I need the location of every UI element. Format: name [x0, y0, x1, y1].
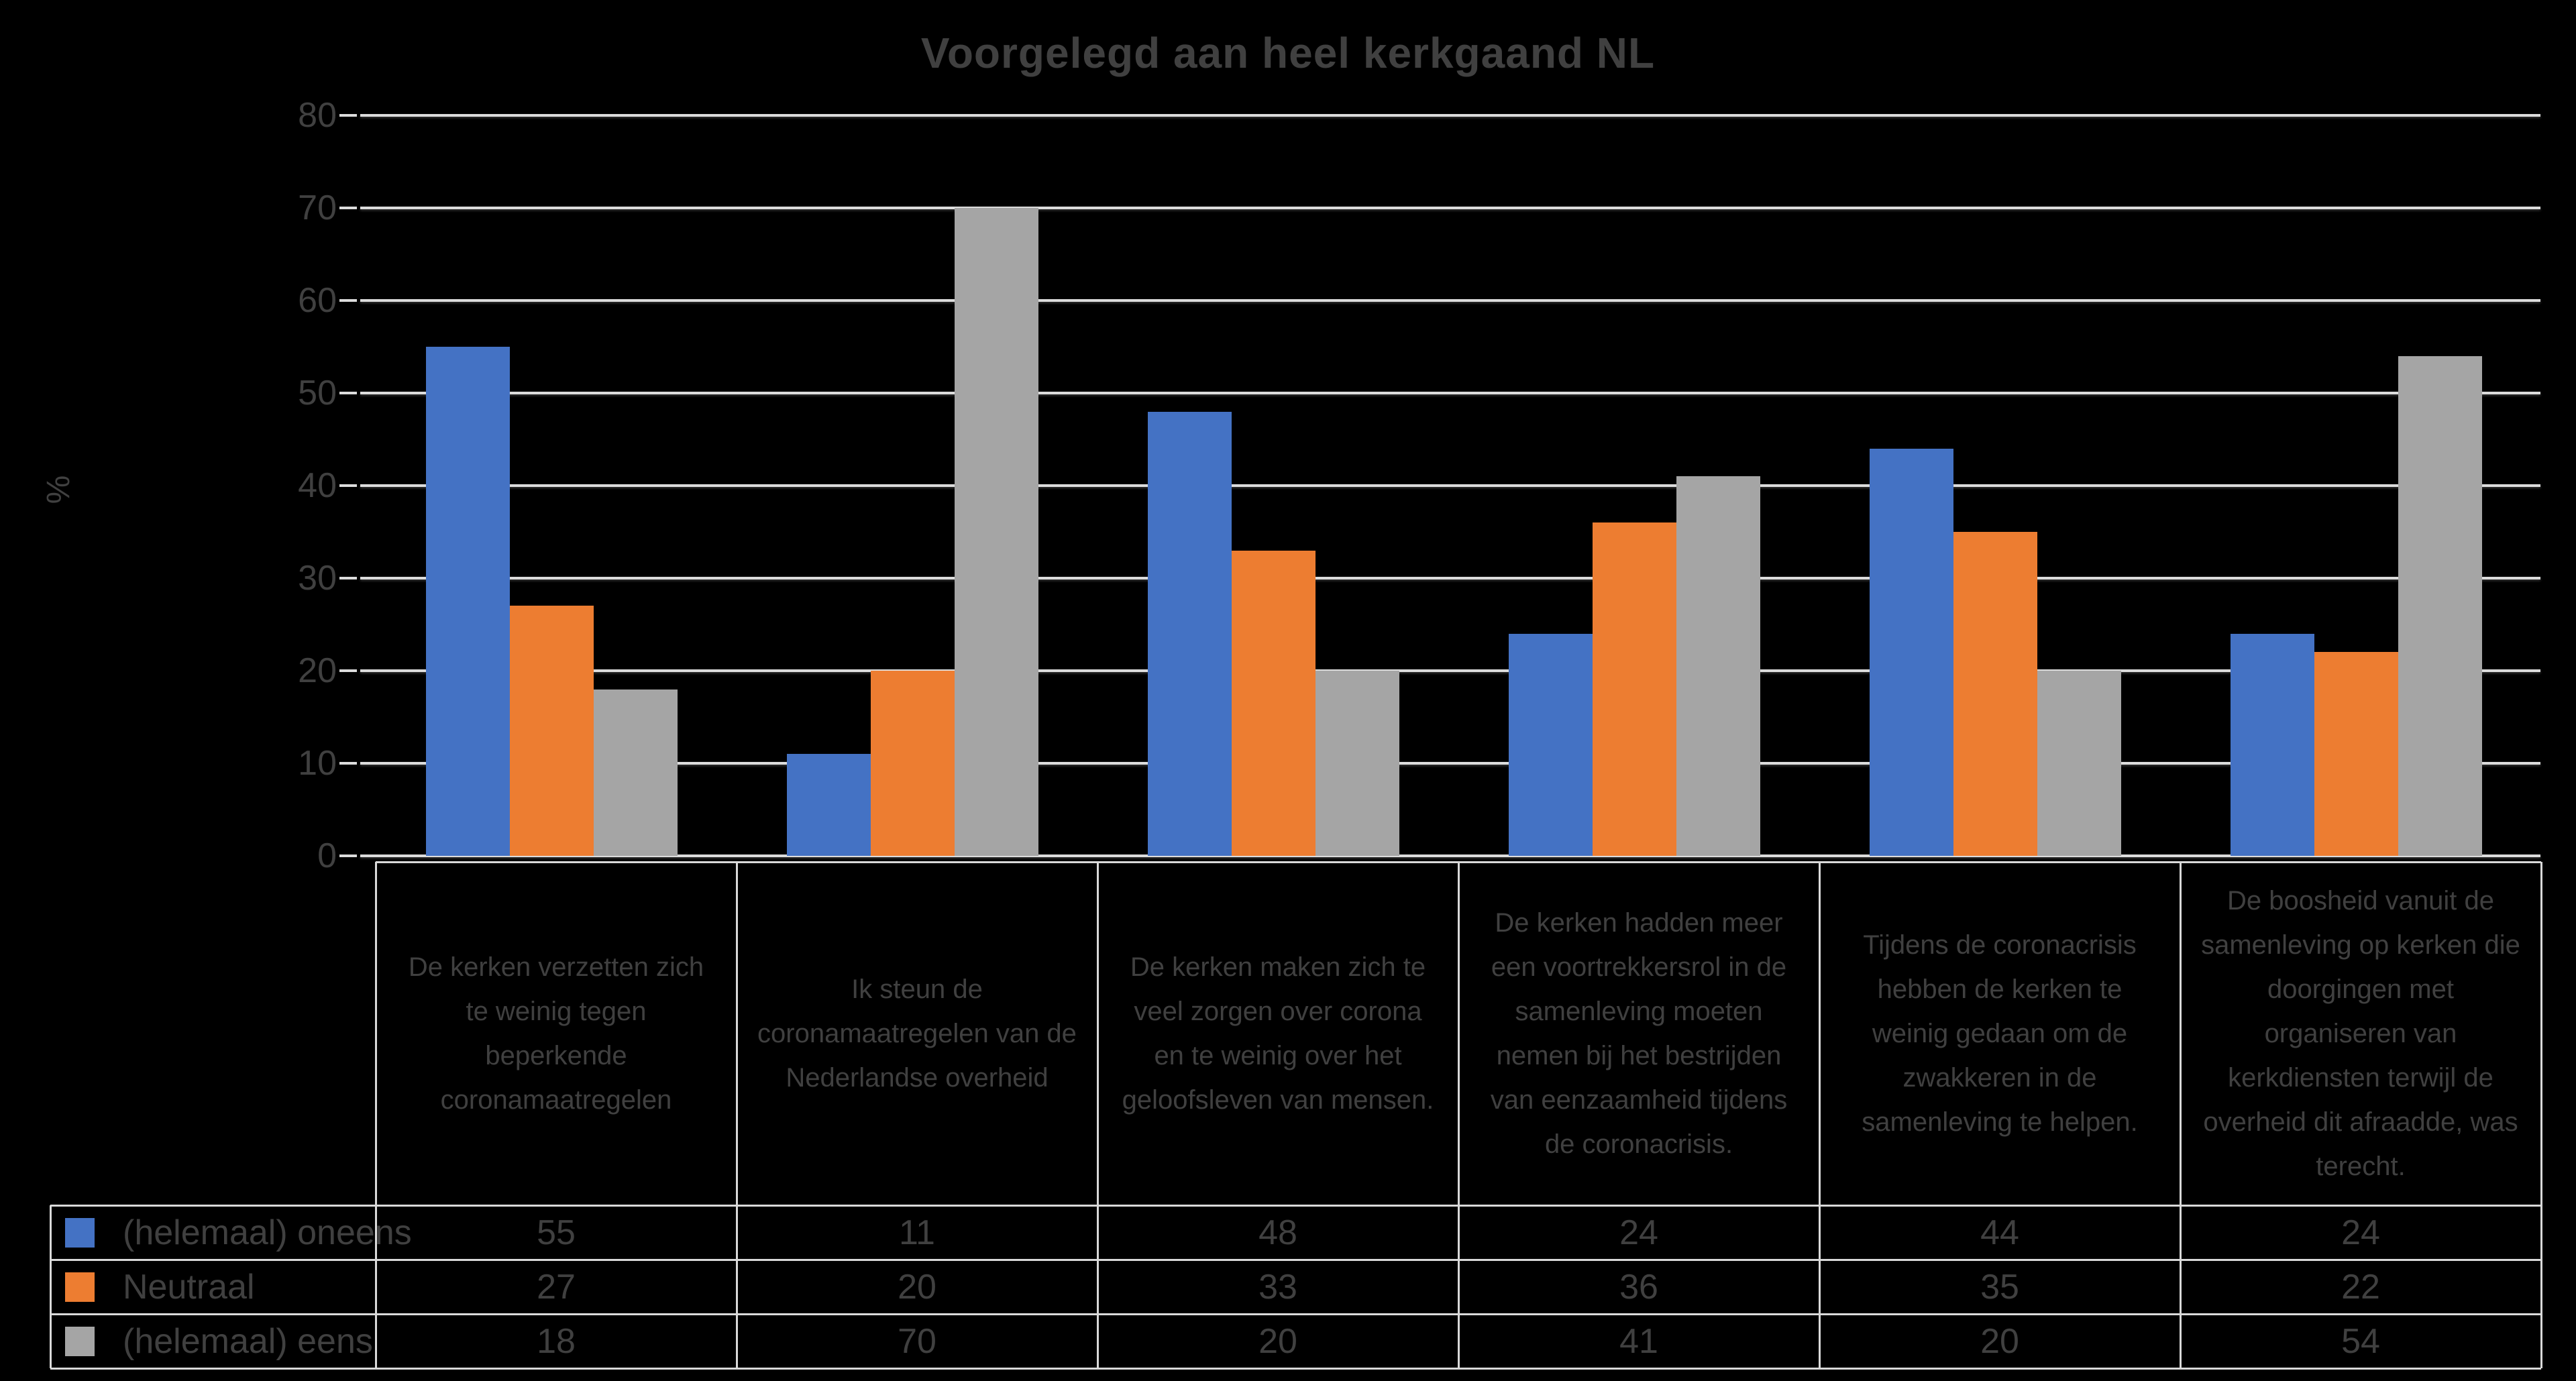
y-axis-tick-label: 80 — [298, 96, 337, 135]
category-label: Tijdens de coronacrisis hebben de kerken… — [1862, 930, 2138, 1137]
bar-series3-cat2 — [955, 208, 1038, 856]
bar-series3-cat4 — [1676, 476, 1760, 856]
table-value-cell: 36 — [1619, 1267, 1658, 1307]
bar-series1-cat6 — [2231, 634, 2314, 856]
gridline — [360, 762, 2540, 765]
bar-series1-cat2 — [787, 754, 871, 856]
y-axis-tick-label: 50 — [298, 374, 337, 412]
table-legend-border — [50, 1205, 52, 1368]
y-axis-tick — [339, 207, 357, 209]
table-column-border — [2540, 862, 2542, 1368]
table-column-border — [1458, 862, 1460, 1368]
bar-series2-cat1 — [510, 606, 594, 856]
table-value-cell: 20 — [898, 1267, 936, 1307]
table-value-cell: 44 — [1980, 1213, 2019, 1252]
y-axis-tick — [339, 299, 357, 302]
table-value-cell: 22 — [2341, 1267, 2380, 1307]
bar-series1-cat1 — [426, 347, 510, 856]
legend-swatch-icon — [65, 1272, 95, 1302]
table-row-border — [50, 1205, 2541, 1207]
bar-series1-cat4 — [1509, 634, 1593, 856]
legend-row-2: Neutraal — [50, 1260, 376, 1314]
category-label: De boosheid vanuit de samenleving op ker… — [2201, 886, 2520, 1181]
bar-series1-cat3 — [1148, 412, 1232, 856]
gridline — [360, 577, 2540, 579]
y-axis-tick — [339, 577, 357, 579]
gridline — [360, 207, 2540, 209]
y-axis-tick-label: 30 — [298, 559, 337, 598]
y-axis-tick — [339, 669, 357, 672]
y-axis-unit-label: % — [41, 475, 76, 504]
gridline — [360, 669, 2540, 672]
y-axis-tick-label: 70 — [298, 188, 337, 227]
table-row-border — [50, 1368, 2541, 1370]
bar-series3-cat5 — [2037, 671, 2121, 856]
y-axis-tick — [339, 762, 357, 765]
table-row-border — [50, 1313, 2541, 1315]
table-value-cell: 55 — [537, 1213, 576, 1252]
category-label: Ik steun de coronamaatregelen van de Ned… — [757, 975, 1077, 1093]
table-top-border — [376, 861, 2541, 863]
gridline — [360, 484, 2540, 487]
gridline — [360, 299, 2540, 302]
table-value-cell: 27 — [537, 1267, 576, 1307]
x-axis-line — [360, 854, 2540, 857]
bar-series2-cat3 — [1232, 551, 1316, 856]
table-column-border — [1819, 862, 1821, 1368]
table-column-border — [375, 862, 377, 1368]
y-axis-tick — [339, 114, 357, 117]
legend-swatch-icon — [65, 1326, 95, 1356]
legend-label: (helemaal) oneens — [123, 1213, 412, 1252]
table-value-cell: 18 — [537, 1321, 576, 1361]
table-column-border — [736, 862, 738, 1368]
chart-title: Voorgelegd aan heel kerkgaand NL — [920, 29, 1656, 77]
table-value-cell: 48 — [1258, 1213, 1297, 1252]
y-axis-tick — [339, 484, 357, 487]
y-axis-tick-label: 40 — [298, 466, 337, 505]
gridline — [360, 392, 2540, 394]
table-value-cell: 33 — [1258, 1267, 1297, 1307]
table-column-border — [1097, 862, 1099, 1368]
bar-series3-cat1 — [594, 689, 678, 856]
table-value-cell: 54 — [2341, 1321, 2380, 1361]
y-axis-tick-label: 20 — [298, 651, 337, 690]
y-axis-tick — [339, 392, 357, 394]
table-value-cell: 70 — [898, 1321, 936, 1361]
table-value-cell: 41 — [1619, 1321, 1658, 1361]
bar-series3-cat3 — [1316, 671, 1399, 856]
legend-label: (helemaal) eens — [123, 1321, 373, 1361]
bar-series3-cat6 — [2398, 356, 2482, 856]
table-value-cell: 24 — [1619, 1213, 1658, 1252]
legend-swatch-icon — [65, 1217, 95, 1248]
table-value-cell: 20 — [1258, 1321, 1297, 1361]
category-label: De kerken hadden meer een voortrekkersro… — [1490, 908, 1788, 1159]
category-label: De kerken maken zich te veel zorgen over… — [1122, 952, 1434, 1115]
table-column-border — [2180, 862, 2182, 1368]
bar-series2-cat4 — [1593, 522, 1676, 856]
legend-row-3: (helemaal) eens — [50, 1314, 376, 1368]
category-label: De kerken verzetten zich te weinig tegen… — [408, 952, 704, 1115]
table-value-cell: 20 — [1980, 1321, 2019, 1361]
y-axis-tick-label: 10 — [298, 744, 337, 783]
y-axis-tick-label: 0 — [317, 836, 337, 875]
table-value-cell: 24 — [2341, 1213, 2380, 1252]
table-value-cell: 35 — [1980, 1267, 2019, 1307]
legend-label: Neutraal — [123, 1267, 255, 1307]
bar-series2-cat2 — [871, 671, 955, 856]
legend-row-1: (helemaal) oneens — [50, 1205, 412, 1260]
gridline — [360, 114, 2540, 117]
y-axis-tick — [339, 854, 357, 857]
bar-series1-cat5 — [1870, 449, 1953, 856]
y-axis-tick-label: 60 — [298, 281, 337, 320]
table-value-cell: 11 — [899, 1213, 935, 1252]
table-row-border — [50, 1259, 2541, 1261]
bar-series2-cat5 — [1953, 532, 2037, 856]
bar-series2-cat6 — [2314, 652, 2398, 856]
